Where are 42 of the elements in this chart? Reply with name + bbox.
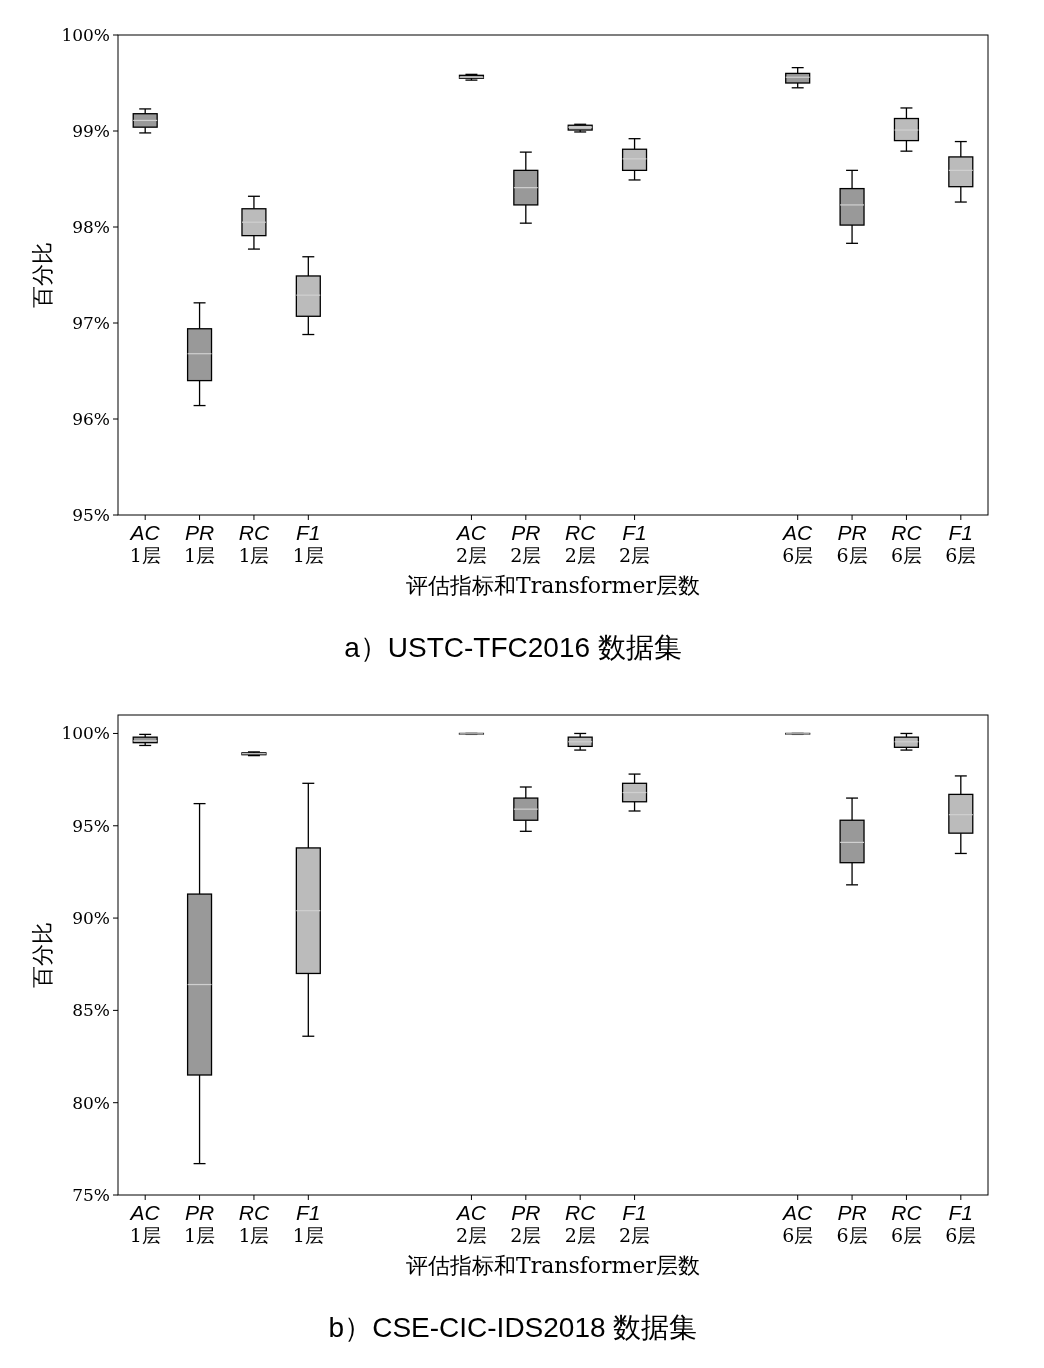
text: b）CSE-CIC-IDS2018 数据集 [328, 1312, 698, 1343]
x-axis-title: 评估指标和Transformer层数 [405, 1253, 701, 1278]
x-tick-label: PR 2层 [510, 521, 542, 566]
x-tick-label: F1 6层 [945, 521, 977, 566]
y-tick-label: 100% [61, 723, 110, 744]
y-tick-label: 96% [72, 408, 110, 429]
x-tick-label: AC 2层 [454, 1201, 487, 1246]
x-tick-label: F1 6层 [945, 1201, 977, 1246]
x-tick-label: RC 6层 [890, 1201, 923, 1246]
x-tick-label: AC 1层 [128, 1201, 161, 1246]
x-tick-label: AC 2层 [454, 521, 487, 566]
x-tick-label: F1 1层 [292, 521, 324, 566]
x-tick-label: RC 1层 [238, 521, 270, 566]
x-tick-label: AC 1层 [128, 521, 161, 566]
x-tick-label: PR 2层 [510, 1201, 542, 1246]
x-tick-label: RC 1层 [238, 1201, 270, 1246]
y-tick-label: 95% [72, 504, 110, 525]
y-tick-label: 99% [72, 120, 110, 141]
y-tick-label: 95% [72, 815, 110, 836]
y-tick-label: 98% [72, 216, 110, 237]
text: a）USTC-TFC2016 数据集 [344, 632, 682, 663]
x-tick-label: PR 1层 [184, 1201, 216, 1246]
y-tick-label: 100% [61, 24, 110, 45]
x-tick-label: F1 1层 [292, 1201, 324, 1246]
x-tick-label: AC 6层 [781, 521, 814, 566]
y-tick-label: 75% [72, 1184, 110, 1205]
x-axis-title: 评估指标和Transformer层数 [405, 573, 701, 598]
y-axis-title: 百分比 [30, 922, 55, 988]
x-tick-label: RC 6层 [890, 521, 923, 566]
x-tick-label: F1 2层 [619, 1201, 651, 1246]
x-tick-label: PR 6层 [836, 521, 868, 566]
x-tick-label: RC 2层 [564, 521, 597, 566]
x-tick-label: F1 2层 [619, 521, 651, 566]
x-tick-label: AC 6层 [781, 1201, 814, 1246]
x-tick-label: PR 1层 [184, 521, 216, 566]
y-axis-title: 百分比 [30, 242, 55, 308]
y-tick-label: 80% [72, 1092, 110, 1113]
y-tick-label: 90% [72, 908, 110, 929]
y-tick-label: 85% [72, 1000, 110, 1021]
x-tick-label: PR 6层 [836, 1201, 868, 1246]
x-tick-label: RC 2层 [564, 1201, 597, 1246]
y-tick-label: 97% [72, 312, 110, 333]
